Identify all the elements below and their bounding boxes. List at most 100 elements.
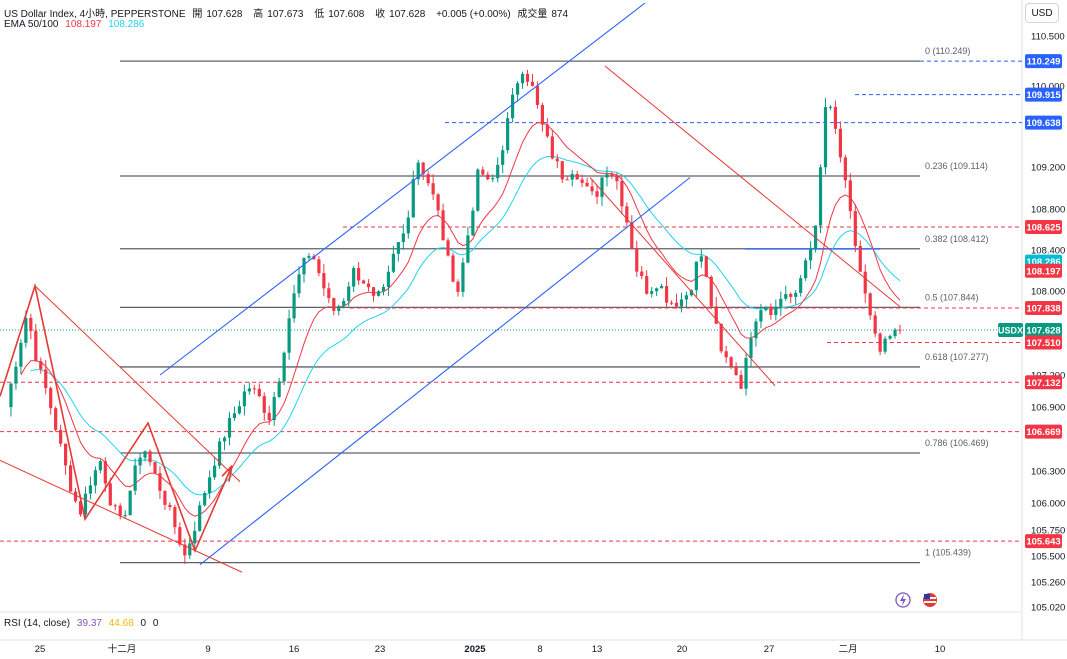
candle-body [123,515,127,517]
candle-body [565,179,569,181]
candle-body [158,473,162,491]
candle-body [362,280,366,284]
ohlc-open: 開 107.628 [192,9,243,20]
candle-body [843,157,847,181]
candle-body [645,276,649,294]
fib-level-label: 0 (110.249) [925,46,970,56]
candle-body [436,194,440,211]
candle-body [213,465,217,478]
wedge-lower-line [0,459,243,573]
price-tag-label: 107.132 [1026,378,1060,389]
candle-body [247,388,251,392]
x-tick-label: 25 [35,644,46,655]
candle-body [272,396,276,421]
candle-body [242,391,246,407]
candle-body [337,306,341,311]
candle-body [49,388,53,409]
price-tag [1025,534,1062,549]
candle-body [560,161,564,180]
candle-body [227,418,232,438]
candle-body [525,73,530,82]
candle-body [198,505,202,531]
candle-body [391,253,395,272]
candle-body [168,504,172,508]
candle-body [322,273,326,289]
candle-body [441,210,445,241]
candle-body [620,181,624,207]
ema-legend[interactable]: EMA 50/100 108.197 108.286 [4,19,148,30]
candle-body [655,288,659,292]
candle-body [739,375,743,389]
candle-body [496,164,500,179]
rsi-legend[interactable]: RSI (14, close) 39.37 44.68 0 0 [4,618,162,629]
x-tick-label: 十二月 [108,643,137,655]
candle-body [347,286,351,301]
candle-body [610,174,614,177]
currency-button[interactable]: USD [1025,3,1059,23]
candle-body [307,256,311,259]
candle-body [838,128,842,158]
y-tick-label: 105.020 [1031,603,1065,614]
candle-body [381,286,386,292]
wedge-upper-line [34,285,241,483]
candle-body [287,318,291,353]
candle-body [719,323,723,352]
y-tick-label: 105.750 [1031,526,1065,537]
ohlc-high: 高 107.673 [253,9,304,20]
x-tick-label: 2025 [464,644,486,655]
candle-body [600,177,604,197]
candle-body [93,470,97,486]
candle-body [317,259,321,274]
candle-body [222,437,227,442]
candle-body [14,366,18,384]
candle-body [828,106,833,108]
ohlc-low: 低 107.608 [314,9,365,20]
candle-body [88,485,93,494]
candle-body [615,176,619,182]
candle-body [396,242,400,254]
candle-body [183,544,187,556]
candle-body [138,457,142,466]
y-tick-label: 105.260 [1031,578,1065,589]
candle-body [461,262,465,292]
candle-body [491,178,495,180]
fib-level-label: 0.618 (107.277) [925,352,989,362]
candle-body [217,441,222,466]
candle-body [883,338,887,352]
candle-body [68,465,73,492]
price-tag [1025,54,1062,69]
candle-body [888,336,892,339]
channel-lower-line [199,177,691,566]
candle-body [59,429,63,444]
candle-body [660,286,664,289]
candle-body [530,81,535,86]
symbol-tag [998,323,1023,338]
candle-body [148,451,152,463]
candle-body [451,255,455,282]
falling-channel-upper [604,65,901,308]
candle-body [774,306,778,316]
candle-body [108,483,112,506]
x-tick-label: 二月 [838,644,857,655]
candle-body [893,329,897,337]
ohlc-close: 收 107.628 [375,9,426,20]
channel-upper-line [159,2,646,376]
candle-body [575,174,579,180]
candle-body [24,317,28,343]
candle-body [416,162,420,180]
candle-body [446,240,450,256]
candle-body [754,321,758,339]
price-tag-label: 105.643 [1026,537,1060,548]
candle-body [605,174,609,178]
candle-body [764,306,768,311]
candle-body [34,330,38,362]
y-tick-label: 108.800 [1031,205,1065,216]
candle-body [878,333,882,352]
candle-body [501,150,505,165]
candle-body [674,302,679,307]
candle-body [312,256,316,260]
ema50-value: 108.197 [65,19,102,30]
candle-body [252,388,256,390]
candle-body [511,94,515,119]
